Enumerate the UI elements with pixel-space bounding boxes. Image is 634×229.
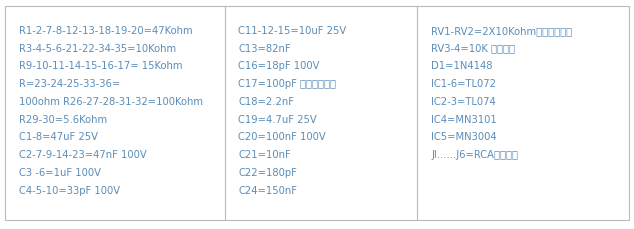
Text: C17=100pF 微型可调电容: C17=100pF 微型可调电容 [238, 79, 337, 89]
Text: RV3-4=10K 原木锁。: RV3-4=10K 原木锁。 [431, 44, 515, 54]
Text: C19=4.7uF 25V: C19=4.7uF 25V [238, 115, 317, 125]
Text: C13=82nF: C13=82nF [238, 44, 291, 54]
Text: C21=10nF: C21=10nF [238, 150, 291, 160]
Text: C24=150nF: C24=150nF [238, 186, 297, 196]
Text: R=23-24-25-33-36=: R=23-24-25-33-36= [19, 79, 120, 89]
Text: C11-12-15=10uF 25V: C11-12-15=10uF 25V [238, 26, 347, 36]
Text: JI......J6=RCA每？杰克: JI......J6=RCA每？杰克 [431, 150, 518, 160]
Text: IC2-3=TL074: IC2-3=TL074 [431, 97, 496, 107]
Text: RV1-RV2=2X10Kohm？日志。锁。: RV1-RV2=2X10Kohm？日志。锁。 [431, 26, 573, 36]
Text: R3-4-5-6-21-22-34-35=10Kohm: R3-4-5-6-21-22-34-35=10Kohm [19, 44, 176, 54]
Text: R9-10-11-14-15-16-17= 15Kohm: R9-10-11-14-15-16-17= 15Kohm [19, 61, 183, 71]
Text: IC1-6=TL072: IC1-6=TL072 [431, 79, 496, 89]
Text: R1-2-7-8-12-13-18-19-20=47Kohm: R1-2-7-8-12-13-18-19-20=47Kohm [19, 26, 193, 36]
Text: 100ohm R26-27-28-31-32=100Kohm: 100ohm R26-27-28-31-32=100Kohm [19, 97, 203, 107]
Text: C1-8=47uF 25V: C1-8=47uF 25V [19, 132, 98, 142]
Text: IC5=MN3004: IC5=MN3004 [431, 132, 497, 142]
Text: R29-30=5.6Kohm: R29-30=5.6Kohm [19, 115, 107, 125]
Text: IC4=MN3101: IC4=MN3101 [431, 115, 497, 125]
Text: C3 -6=1uF 100V: C3 -6=1uF 100V [19, 168, 101, 178]
Text: C16=18pF 100V: C16=18pF 100V [238, 61, 320, 71]
Text: C22=180pF: C22=180pF [238, 168, 297, 178]
Text: C20=100nF 100V: C20=100nF 100V [238, 132, 326, 142]
Text: D1=1N4148: D1=1N4148 [431, 61, 493, 71]
Text: C2-7-9-14-23=47nF 100V: C2-7-9-14-23=47nF 100V [19, 150, 146, 160]
Text: C18=2.2nF: C18=2.2nF [238, 97, 294, 107]
Text: C4-5-10=33pF 100V: C4-5-10=33pF 100V [19, 186, 120, 196]
